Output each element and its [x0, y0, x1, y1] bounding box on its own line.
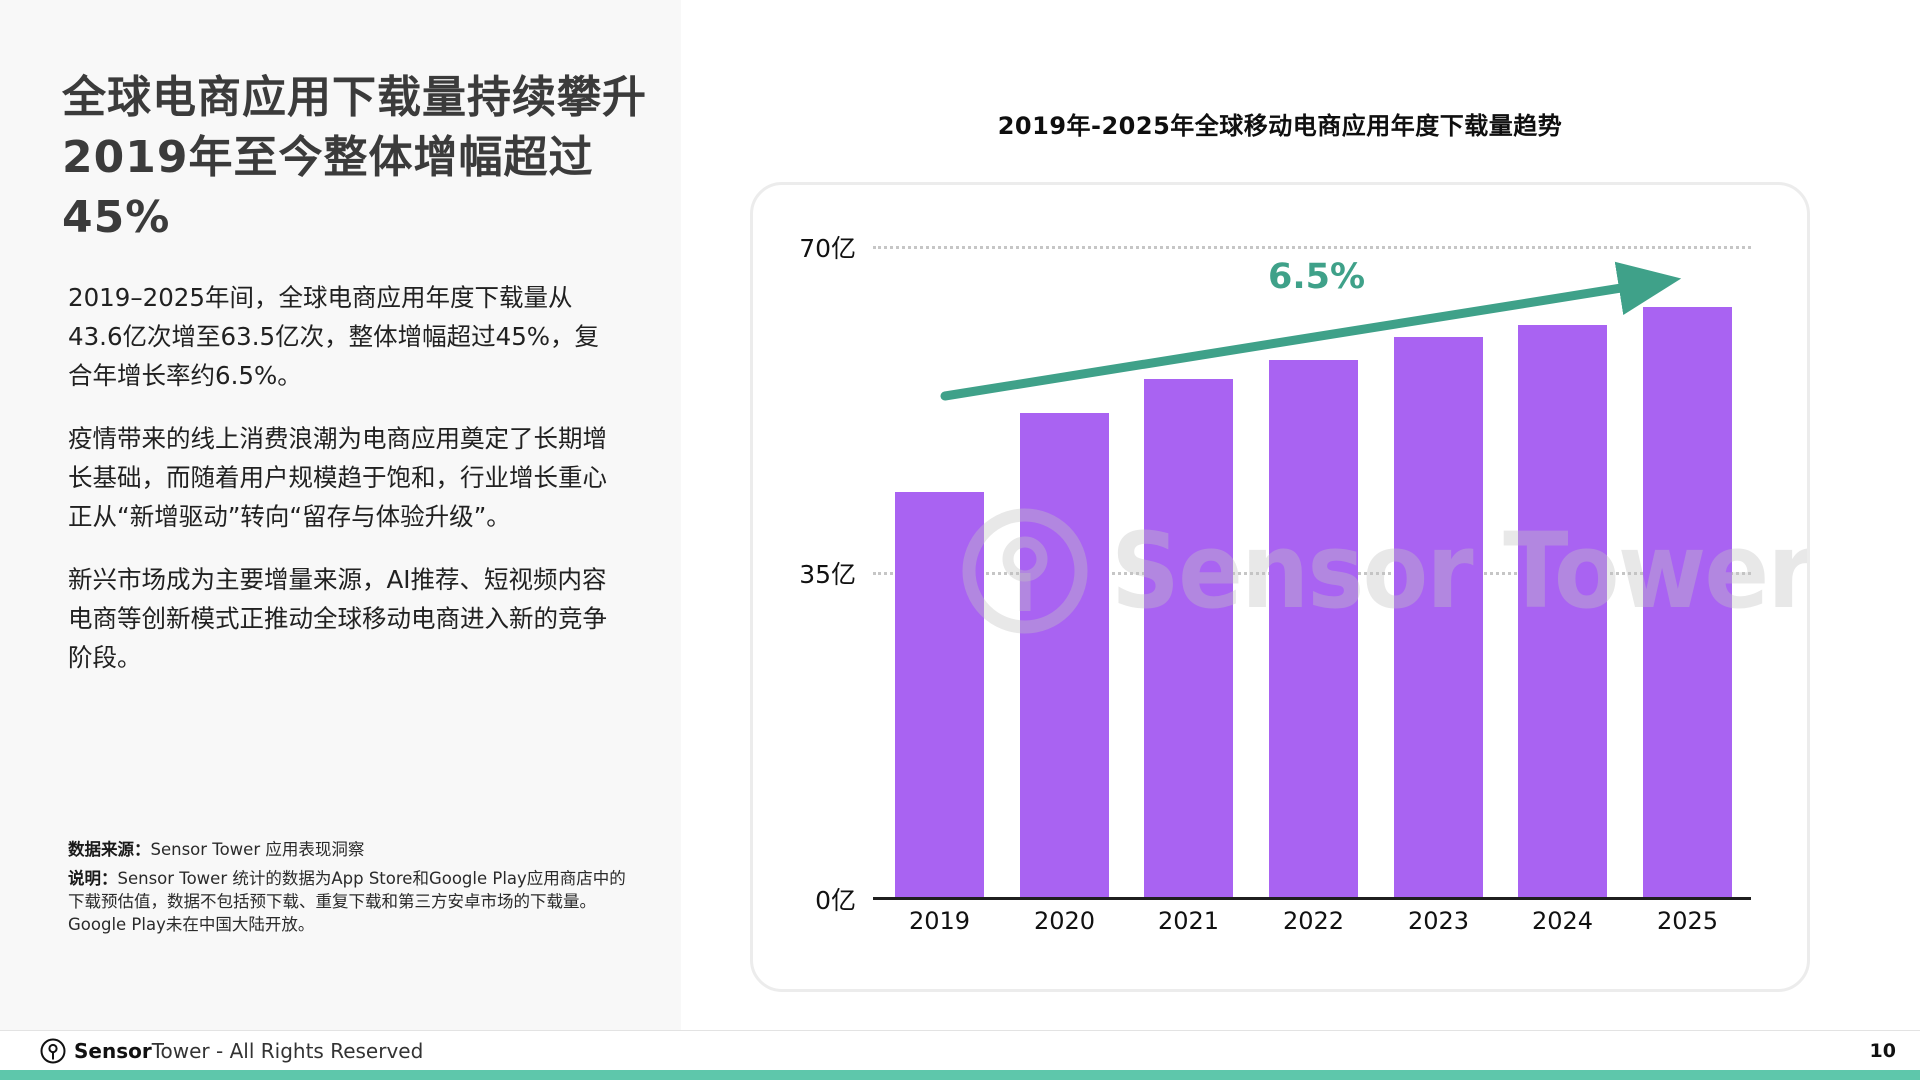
bar-2021: [1144, 379, 1233, 898]
trend-arrow: [940, 261, 1682, 401]
methodology-label: 说明：: [68, 869, 118, 888]
data-source-label: 数据来源：: [68, 840, 151, 859]
chart-title: 2019年-2025年全球移动电商应用年度下载量趋势: [997, 112, 1563, 140]
footer: SensorTower - All Rights Reserved 10: [0, 1031, 1920, 1070]
footer-divider: [0, 1030, 1920, 1031]
bottom-accent-bar: [0, 1070, 1920, 1080]
page-title: 全球电商应用下载量持续攀升 2019年至今整体增幅超过45%: [62, 68, 662, 248]
paragraph-1: 2019–2025年间，全球电商应用年度下载量从43.6亿次增至63.5亿次，整…: [68, 283, 600, 390]
x-axis-line: [873, 897, 1751, 900]
body-copy: 2019–2025年间，全球电商应用年度下载量从43.6亿次增至63.5亿次，整…: [68, 278, 613, 701]
x-tick-2019: 2019: [908, 907, 971, 935]
page-title-line1: 全球电商应用下载量持续攀升: [62, 72, 647, 123]
page-title-line2: 2019年至今整体增幅超过45%: [62, 132, 594, 243]
x-tick-2021: 2021: [1157, 907, 1220, 935]
footer-brand: SensorTower - All Rights Reserved: [40, 1038, 423, 1064]
x-tick-2022: 2022: [1282, 907, 1345, 935]
cagr-annotation: 6.5%: [1268, 257, 1366, 297]
y-tick-35亿: 35亿: [799, 560, 856, 589]
bar-2022: [1269, 360, 1358, 898]
methodology-note: 说明：Sensor Tower 统计的数据为App Store和Google P…: [68, 867, 633, 936]
bar-2020: [1020, 413, 1109, 898]
data-source-text: Sensor Tower 应用表现洞察: [150, 840, 365, 859]
y-tick-0亿: 0亿: [815, 886, 856, 915]
methodology-text: Sensor Tower 统计的数据为App Store和Google Play…: [68, 869, 626, 934]
x-tick-2024: 2024: [1531, 907, 1594, 935]
footer-brand-regular: Tower: [151, 1038, 210, 1063]
footer-brand-text: SensorTower - All Rights Reserved: [74, 1039, 423, 1063]
bar-2025: [1643, 307, 1732, 898]
footer-brand-bold: Sensor: [74, 1038, 152, 1063]
gridline-70亿: [873, 246, 1751, 249]
bar-2023: [1394, 337, 1483, 898]
source-notes: 数据来源：Sensor Tower 应用表现洞察 说明：Sensor Tower…: [68, 838, 633, 942]
y-tick-70亿: 70亿: [799, 234, 856, 263]
bar-2019: [895, 492, 984, 898]
x-tick-2025: 2025: [1656, 907, 1719, 935]
sensor-tower-logo-icon: [40, 1038, 66, 1063]
x-tick-2020: 2020: [1033, 907, 1096, 935]
bar-2024: [1518, 325, 1607, 898]
left-panel: 全球电商应用下载量持续攀升 2019年至今整体增幅超过45% 2019–2025…: [0, 0, 681, 1030]
footer-rights: - All Rights Reserved: [209, 1038, 424, 1063]
x-tick-2023: 2023: [1407, 907, 1470, 935]
paragraph-3: 新兴市场成为主要增量来源，AI推荐、短视频内容电商等创新模式正推动全球移动电商进…: [68, 565, 607, 672]
chart-card: Sensor Tower 6.5% 70亿 35亿 0亿 2019 2020 2021 20…: [750, 182, 1810, 992]
page-number: 10: [1869, 1039, 1896, 1062]
paragraph-2: 疫情带来的线上消费浪潮为电商应用奠定了长期增长基础，而随着用户规模趋于饱和，行业…: [68, 424, 607, 531]
plot-area: Sensor Tower 6.5% 70亿 35亿 0亿 2019 2020 2021 20…: [753, 185, 1807, 989]
data-source-line: 数据来源：Sensor Tower 应用表现洞察: [68, 838, 633, 861]
